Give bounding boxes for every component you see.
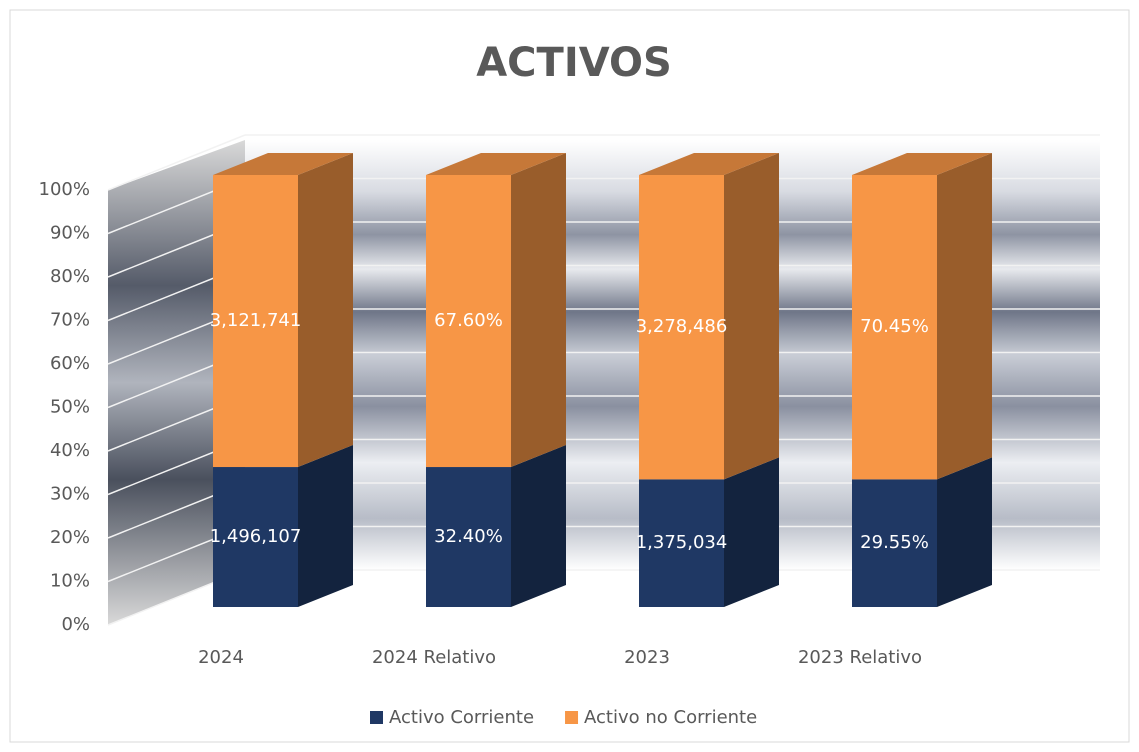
y-tick-label: 50% (50, 397, 90, 418)
x-tick-label: 2023 Relativo (798, 647, 922, 668)
y-tick-label: 80% (50, 266, 90, 287)
y-tick-label: 70% (50, 310, 90, 331)
y-tick-label: 100% (39, 179, 90, 200)
bar-side (298, 153, 353, 468)
bar-top (639, 153, 779, 175)
bar-side (511, 153, 566, 468)
y-tick-label: 10% (50, 571, 90, 592)
bar-side (511, 445, 566, 607)
bar (426, 467, 511, 607)
chart-title: ACTIVOS (476, 40, 672, 86)
legend-swatch (565, 711, 579, 724)
y-tick-label: 30% (50, 484, 90, 505)
data-label: 32.40% (434, 526, 503, 547)
bar (213, 467, 298, 607)
bar (852, 479, 937, 607)
y-tick-label: 0% (61, 614, 90, 635)
x-tick-label: 2023 (624, 647, 670, 668)
data-label: 1,375,034 (636, 532, 728, 553)
data-label: 3,121,741 (210, 310, 302, 331)
data-label: 1,496,107 (210, 526, 302, 547)
bar (639, 479, 724, 607)
y-tick-label: 90% (50, 223, 90, 244)
legend-label: Activo Corriente (389, 707, 534, 728)
y-tick-label: 40% (50, 440, 90, 461)
bar (639, 175, 724, 480)
data-label: 3,278,486 (636, 316, 728, 337)
data-label: 67.60% (434, 310, 503, 331)
y-tick-label: 20% (50, 527, 90, 548)
bar-top (852, 153, 992, 175)
legend-swatch (370, 711, 383, 724)
side-wall (108, 140, 245, 625)
data-label: 70.45% (860, 316, 929, 337)
bar-top (426, 153, 566, 175)
x-tick-label: 2024 (198, 647, 244, 668)
bar-side (724, 457, 779, 607)
bar-side (937, 457, 992, 607)
bar-side (937, 153, 992, 480)
bar-top (213, 153, 353, 175)
data-label: 29.55% (860, 532, 929, 553)
grid-line (107, 134, 246, 191)
bar (426, 175, 511, 468)
bar-side (724, 153, 779, 480)
bar (213, 175, 298, 468)
x-tick-label: 2024 Relativo (372, 647, 496, 668)
y-tick-label: 60% (50, 353, 90, 374)
legend-label: Activo no Corriente (584, 707, 757, 728)
bar (852, 175, 937, 480)
bar-side (298, 445, 353, 607)
